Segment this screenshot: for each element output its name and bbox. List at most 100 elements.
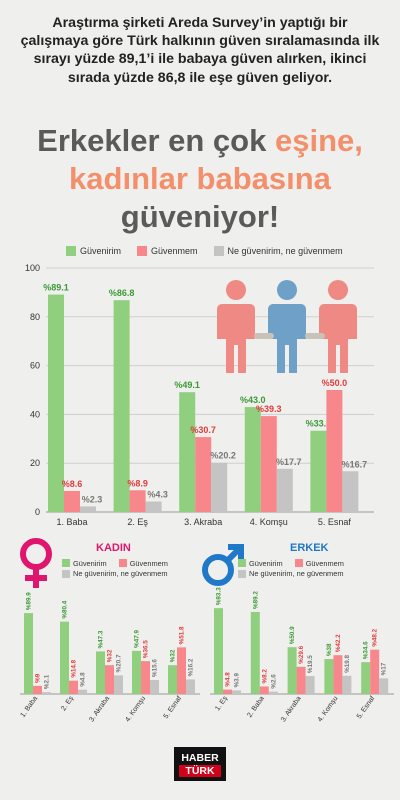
data-label: %8.6 (62, 479, 83, 489)
data-label: %9 (35, 673, 42, 683)
bar (260, 416, 277, 512)
erkek-legend-guvenmem: Güvenmem (305, 558, 344, 568)
data-label: %20.7 (116, 654, 123, 672)
bar (310, 430, 327, 512)
bar (141, 661, 150, 694)
data-label: %47.3 (98, 630, 105, 648)
bar (287, 647, 297, 694)
data-label: %49.1 (174, 380, 200, 390)
data-label: %86.8 (109, 288, 135, 298)
data-label: %93.3 (216, 587, 223, 605)
y-tick-label: 20 (30, 458, 40, 468)
data-label: %32 (170, 649, 177, 662)
bar (324, 659, 334, 694)
headline: Erkekler en çok eşine, kadınlar babasına… (0, 122, 400, 236)
erkek-legend-neither: Ne güvenirim, ne güvenmem (249, 569, 344, 579)
bar (195, 437, 212, 512)
bar (179, 392, 196, 512)
data-label: %34.6 (363, 641, 370, 659)
y-tick-label: 100 (25, 263, 40, 273)
kadin-bar-chart: %89.9 %9 %2.1 1. Baba %80.4 %14.8%4.8 2. Eş %47… (20, 592, 200, 723)
data-label: %30.7 (190, 425, 216, 435)
data-label: %16.2 (188, 658, 195, 676)
data-label: %2.1 (44, 674, 51, 689)
erkek-bar-chart: %93.3 %4.8 %3.9 1. Eş %89.2 %8.2 %2.6 2. Baba %5… (210, 587, 394, 723)
bar (42, 692, 51, 694)
bar (244, 407, 261, 512)
bar (129, 490, 146, 512)
bar (168, 665, 177, 694)
kadin-title: KADIN (96, 542, 131, 554)
bar (105, 665, 114, 694)
data-label: %8.2 (261, 669, 268, 684)
legend-swatch-neither (213, 246, 224, 256)
bar (132, 650, 141, 694)
bar (370, 649, 380, 694)
bar (214, 608, 223, 694)
headline-part2: eşine, (274, 123, 363, 158)
legend-swatch-guvenirim (66, 246, 76, 256)
data-label: %33.3 (306, 419, 332, 429)
data-label: %32 (107, 649, 114, 662)
data-label: %36.5 (143, 640, 150, 658)
x-tick-label: 3. Akraba (184, 517, 222, 527)
data-label: %16.7 (342, 459, 368, 469)
bar (113, 300, 130, 512)
data-label: %39.3 (256, 404, 282, 414)
data-label: %42.2 (335, 634, 342, 652)
bar (48, 294, 64, 512)
data-label: %48.2 (372, 628, 379, 646)
x-tick-label: 1. Baba (56, 517, 87, 527)
haberturk-logo: HABER TÜRK (174, 747, 226, 781)
bar (326, 390, 343, 512)
bar (223, 689, 232, 694)
bar (80, 506, 96, 512)
main-legend: Güvenirim Güvenmem Ne güvenirim, ne güve… (66, 246, 343, 256)
y-tick-label: 40 (30, 409, 40, 419)
data-label: %3.9 (234, 673, 241, 688)
kadin-legend-neither: Ne güvenirim, ne güvenmem (73, 569, 168, 579)
bar (69, 680, 78, 694)
kadin-legend-guvenmem: Güvenmem (129, 558, 168, 568)
x-tick-label: 4. Komşu (250, 517, 288, 527)
data-label: %50.0 (322, 378, 348, 388)
headline-part3: kadınlar babasına (69, 161, 331, 196)
data-label: %8.9 (127, 478, 148, 488)
bar (33, 685, 42, 694)
kadin-legend: Güvenirim Güvenmem Ne güvenirim, ne güve… (62, 558, 168, 579)
bar (186, 679, 195, 694)
data-label: %38 (326, 643, 333, 656)
data-label: %14.8 (71, 659, 78, 677)
data-label: %4.3 (147, 490, 168, 500)
data-label: %17 (381, 662, 388, 675)
data-label: %2.3 (82, 494, 103, 504)
x-tick-label: 4. Komşu (124, 695, 147, 723)
data-label: %4.8 (80, 672, 87, 687)
male-symbol-icon (202, 544, 244, 586)
data-label: %89.1 (43, 283, 69, 293)
bar (268, 691, 278, 694)
bar (361, 662, 371, 694)
bar (250, 611, 260, 694)
intro-text: Araştırma şirketi Areda Survey’in yaptığ… (20, 15, 380, 86)
x-tick-label: 5. Esnaf (356, 695, 376, 720)
data-label: %43.0 (240, 395, 266, 405)
data-label: %29.6 (298, 645, 305, 663)
y-tick-label: 60 (30, 361, 40, 371)
erkek-legend: Güvenirim Güvenmem Ne güvenirim, ne güve… (238, 558, 344, 579)
data-label: %50.9 (289, 626, 296, 644)
bar (296, 666, 306, 694)
bar (379, 678, 389, 694)
data-label: %2.6 (270, 674, 277, 689)
bar (114, 675, 123, 694)
logo-line2: TÜRK (179, 764, 221, 777)
bar (24, 613, 33, 694)
headline-part4: güveniyor! (120, 199, 280, 234)
bar (211, 462, 228, 512)
y-tick-label: 0 (35, 507, 40, 517)
y-tick-label: 80 (30, 312, 40, 322)
data-label: %15.6 (152, 659, 159, 677)
data-label: %47.9 (134, 630, 141, 648)
bar (78, 689, 87, 694)
data-label: %19.5 (307, 655, 314, 673)
